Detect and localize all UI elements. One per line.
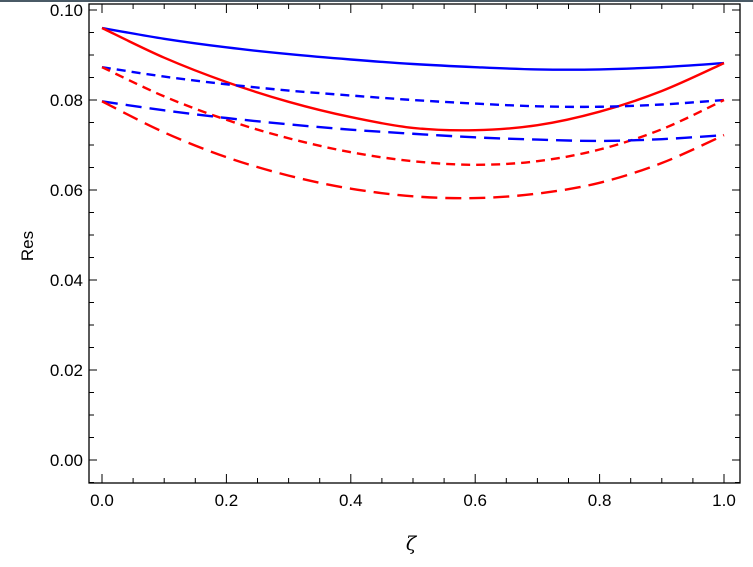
x-axis-ticks: 0.0 0.2 0.4 0.6 0.8 1.0 [90, 4, 736, 510]
y-tick-label: 0.06 [50, 181, 83, 200]
x-tick-label: 1.0 [712, 491, 736, 510]
y-tick-label: 0.04 [50, 271, 83, 290]
y-tick-label: 0.08 [50, 91, 83, 110]
series-red-short-dash [101, 66, 725, 167]
y-axis-ticks: 0.00 0.02 0.04 0.06 0.08 0.10 [50, 1, 740, 483]
series-blue-solid [101, 26, 725, 71]
plot-frame [88, 3, 741, 484]
x-tick-label: 0.6 [463, 491, 487, 510]
series-blue-long-dash [101, 100, 725, 143]
x-tick-label: 0.0 [90, 491, 114, 510]
y-tick-label: 0.00 [50, 451, 83, 470]
x-tick-label: 0.4 [339, 491, 363, 510]
x-tick-label: 0.8 [588, 491, 612, 510]
y-tick-label: 0.02 [50, 361, 83, 380]
window-top-border [0, 0, 753, 2]
x-axis-label: ζ [406, 533, 418, 555]
x-tick-label: 0.2 [215, 491, 239, 510]
series-red-solid [101, 26, 725, 132]
series-blue-short-dash [101, 65, 725, 109]
y-tick-label: 0.10 [50, 1, 83, 20]
y-axis-label: Res [18, 231, 37, 261]
series-red-long-dash [101, 100, 725, 200]
plot-curves [101, 26, 725, 200]
